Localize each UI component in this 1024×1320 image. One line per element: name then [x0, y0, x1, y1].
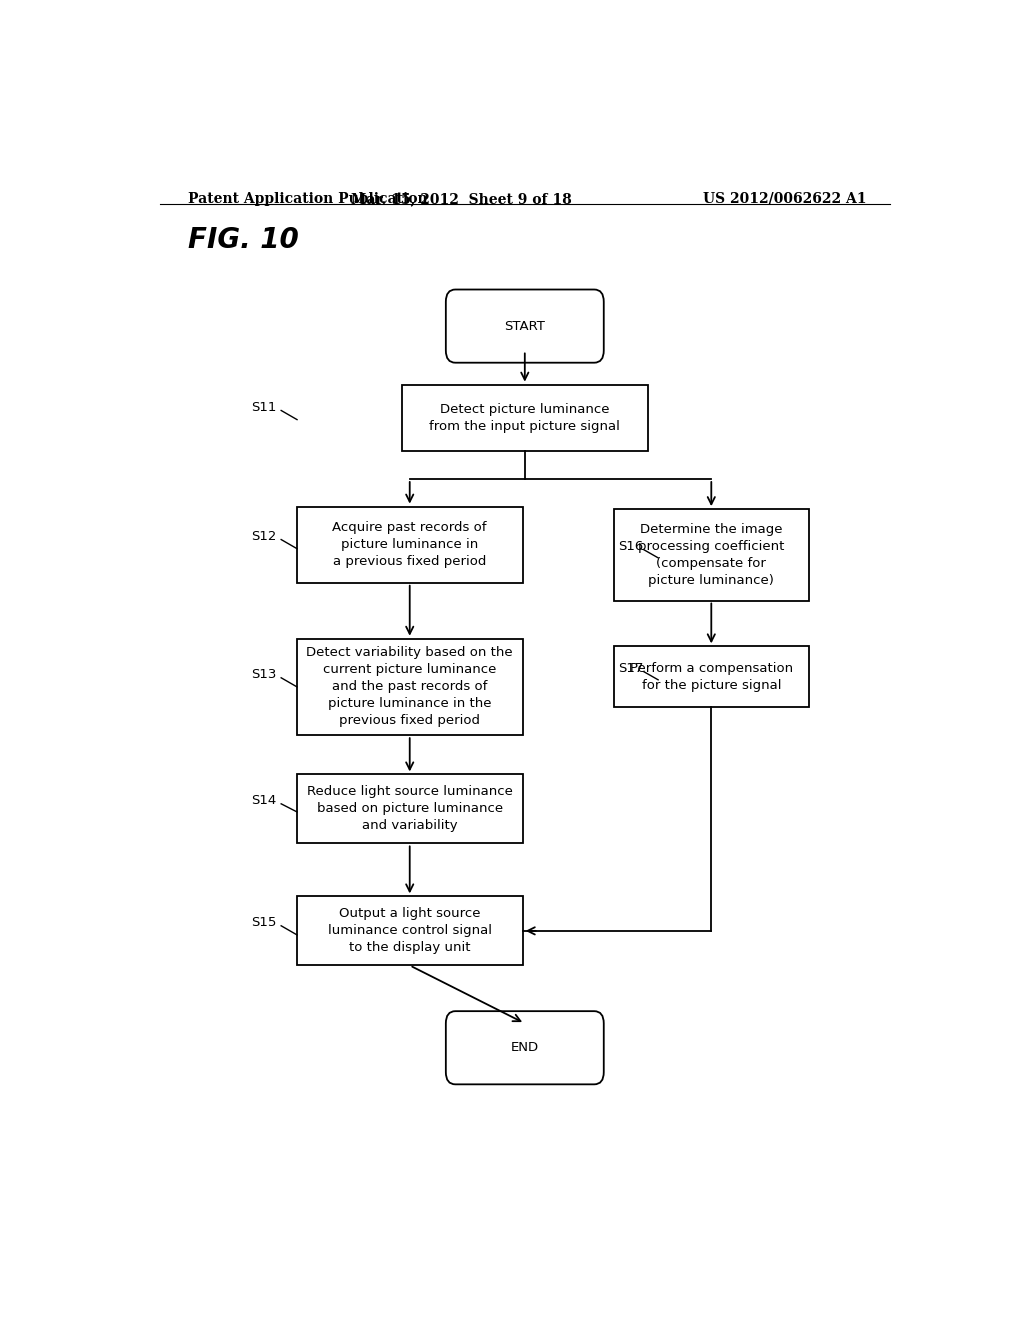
Bar	[401, 384, 648, 450]
Text: S16: S16	[618, 540, 644, 553]
Text: S12: S12	[251, 531, 276, 543]
Bar	[297, 639, 523, 735]
Text: Acquire past records of
picture luminance in
a previous fixed period: Acquire past records of picture luminanc…	[333, 521, 487, 568]
Text: US 2012/0062622 A1: US 2012/0062622 A1	[702, 191, 866, 206]
Text: S15: S15	[251, 916, 276, 929]
Bar	[614, 647, 809, 708]
Text: S13: S13	[251, 668, 276, 681]
Text: Detect picture luminance
from the input picture signal: Detect picture luminance from the input …	[429, 403, 621, 433]
Text: S14: S14	[251, 795, 276, 808]
Text: START: START	[505, 319, 545, 333]
Bar	[297, 896, 523, 965]
Bar	[297, 775, 523, 843]
Text: Mar. 15, 2012  Sheet 9 of 18: Mar. 15, 2012 Sheet 9 of 18	[351, 191, 571, 206]
Text: FIG. 10: FIG. 10	[187, 227, 298, 255]
Text: Output a light source
luminance control signal
to the display unit: Output a light source luminance control …	[328, 907, 492, 954]
Text: Perform a compensation
for the picture signal: Perform a compensation for the picture s…	[630, 661, 793, 692]
Text: Patent Application Publication: Patent Application Publication	[187, 191, 427, 206]
Text: S11: S11	[251, 401, 276, 414]
Bar	[614, 510, 809, 601]
Text: END: END	[511, 1041, 539, 1055]
FancyBboxPatch shape	[445, 1011, 604, 1084]
Text: Detect variability based on the
current picture luminance
and the past records o: Detect variability based on the current …	[306, 647, 513, 727]
Text: S17: S17	[618, 663, 644, 675]
Text: Reduce light source luminance
based on picture luminance
and variability: Reduce light source luminance based on p…	[307, 785, 513, 833]
Text: Determine the image
processing coefficient
(compensate for
picture luminance): Determine the image processing coefficie…	[638, 523, 784, 587]
FancyBboxPatch shape	[445, 289, 604, 363]
Bar	[297, 507, 523, 582]
